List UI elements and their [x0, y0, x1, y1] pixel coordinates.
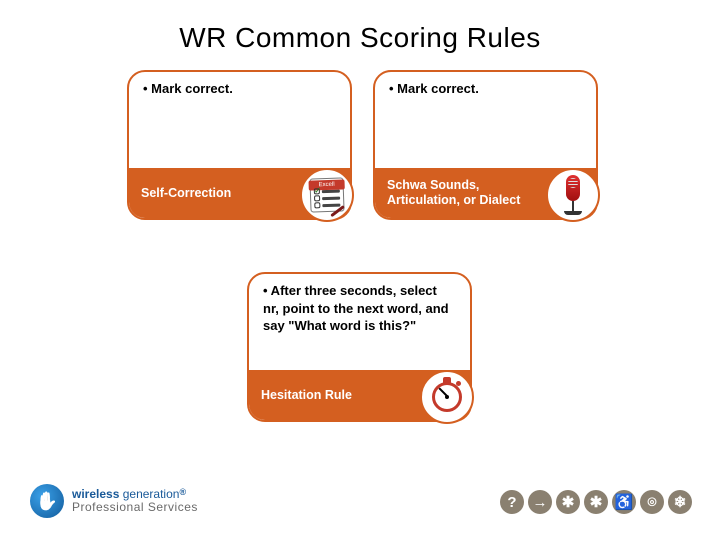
slide-title: WR Common Scoring Rules	[0, 22, 720, 54]
microphone-icon	[546, 168, 600, 222]
card-footer-label: Schwa Sounds, Articulation, or Dialect	[387, 178, 540, 208]
card-body-text: • Mark correct.	[143, 80, 233, 98]
card-footer-label: Self-Correction	[141, 186, 231, 201]
deco-icon: ❄	[668, 490, 692, 514]
stopwatch-icon	[420, 370, 474, 424]
card-schwa-sounds: • Mark correct. Schwa Sounds, Articulati…	[373, 70, 598, 220]
card-footer-label: Hesitation Rule	[261, 388, 352, 403]
footer-logo: wireless generation® Professional Servic…	[30, 484, 198, 518]
card-body-text: • After three seconds, select nr, point …	[263, 282, 454, 335]
deco-icon: ♿	[612, 490, 636, 514]
card-body: • Mark correct.	[375, 72, 596, 98]
card-self-correction: • Mark correct. Self-Correction Excell	[127, 70, 352, 220]
logo-line2: Professional Services	[72, 501, 198, 514]
decorative-strip: ? → ✱ ✱ ♿ ⌾ ❄	[500, 490, 692, 514]
deco-icon: ✱	[584, 490, 608, 514]
card-body-text: • Mark correct.	[389, 80, 479, 98]
deco-icon: ⌾	[640, 490, 664, 514]
card-body: • After three seconds, select nr, point …	[249, 274, 470, 335]
card-hesitation-rule: • After three seconds, select nr, point …	[247, 272, 472, 422]
deco-icon: →	[528, 490, 552, 514]
deco-icon: ?	[500, 490, 524, 514]
deco-icon: ✱	[556, 490, 580, 514]
logo-text: wireless generation® Professional Servic…	[72, 488, 198, 513]
card-body: • Mark correct.	[129, 72, 350, 98]
logo-mark-icon	[30, 484, 64, 518]
checklist-icon: Excell	[300, 168, 354, 222]
